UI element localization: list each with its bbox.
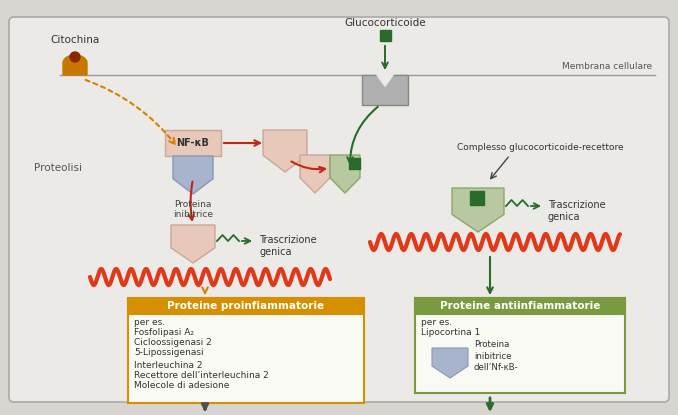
Bar bbox=[415, 298, 625, 393]
Polygon shape bbox=[263, 130, 307, 172]
Text: Cicloossigenasi 2: Cicloossigenasi 2 bbox=[134, 338, 212, 347]
Circle shape bbox=[70, 52, 80, 62]
Text: Proteina
inibitrice: Proteina inibitrice bbox=[173, 200, 213, 220]
Text: Complesso glucocorticoide-recettore: Complesso glucocorticoide-recettore bbox=[457, 143, 623, 152]
Bar bbox=[470, 191, 484, 205]
Bar bbox=[128, 298, 364, 403]
Bar bbox=[165, 130, 221, 156]
Text: per es.: per es. bbox=[134, 318, 165, 327]
Text: Glucocorticoide: Glucocorticoide bbox=[344, 18, 426, 28]
Bar bbox=[128, 298, 364, 314]
Text: 5-Lipossigenasi: 5-Lipossigenasi bbox=[134, 348, 203, 357]
Polygon shape bbox=[173, 156, 213, 194]
Text: Proteine proinfiammatorie: Proteine proinfiammatorie bbox=[167, 301, 325, 311]
Text: Proteine antiinfiammatorie: Proteine antiinfiammatorie bbox=[440, 301, 600, 311]
Bar bbox=[349, 158, 360, 169]
Polygon shape bbox=[452, 188, 504, 232]
Text: Molecole di adesione: Molecole di adesione bbox=[134, 381, 229, 390]
Text: Lipocortina 1: Lipocortina 1 bbox=[421, 328, 480, 337]
Polygon shape bbox=[63, 55, 87, 75]
Bar bbox=[362, 75, 408, 105]
Polygon shape bbox=[377, 73, 393, 86]
Bar bbox=[415, 298, 625, 314]
Text: per es.: per es. bbox=[421, 318, 452, 327]
Text: NF-κB: NF-κB bbox=[176, 138, 210, 148]
Text: Membrana cellulare: Membrana cellulare bbox=[562, 62, 652, 71]
FancyBboxPatch shape bbox=[9, 17, 669, 402]
Polygon shape bbox=[171, 225, 215, 263]
Bar bbox=[380, 30, 391, 41]
Polygon shape bbox=[300, 155, 330, 193]
Text: Interleuchina 2: Interleuchina 2 bbox=[134, 361, 203, 370]
Text: Fosfolipasi A₂: Fosfolipasi A₂ bbox=[134, 328, 194, 337]
Polygon shape bbox=[432, 348, 468, 378]
Text: Recettore dell’interleuchina 2: Recettore dell’interleuchina 2 bbox=[134, 371, 268, 380]
Text: Trascrizione
genica: Trascrizione genica bbox=[259, 235, 317, 256]
Text: Citochina: Citochina bbox=[50, 35, 100, 45]
Text: Trascrizione
genica: Trascrizione genica bbox=[548, 200, 605, 222]
Polygon shape bbox=[330, 155, 360, 193]
Text: Proteina
inibitrice
dell’Nf-κB-: Proteina inibitrice dell’Nf-κB- bbox=[474, 340, 519, 372]
Text: Proteolisi: Proteolisi bbox=[34, 163, 82, 173]
